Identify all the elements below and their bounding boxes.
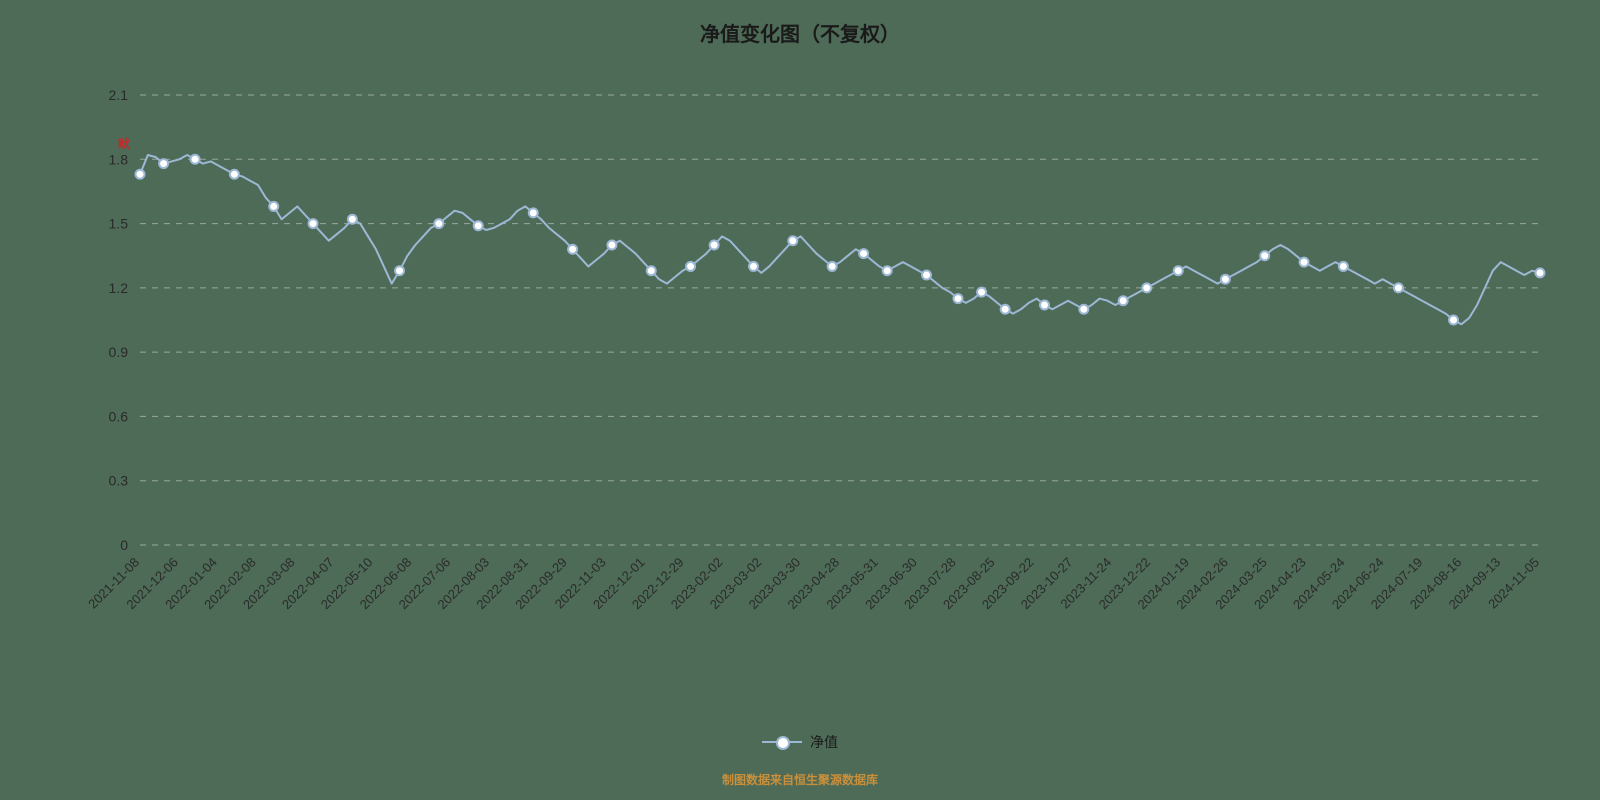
y-tick-label: 0.9 — [109, 344, 129, 360]
series-marker — [953, 294, 962, 303]
series-marker — [1221, 275, 1230, 284]
legend-line-icon — [762, 741, 802, 743]
series-line — [140, 155, 1540, 324]
series-marker — [1300, 258, 1309, 267]
series-marker — [474, 221, 483, 230]
legend-marker-icon — [776, 736, 790, 750]
series-marker — [230, 170, 239, 179]
chart-title: 净值变化图（不复权） — [0, 18, 1600, 47]
series-marker — [647, 266, 656, 275]
series-marker — [348, 215, 357, 224]
series-marker — [1040, 301, 1049, 310]
legend-label: 净值 — [810, 732, 838, 752]
y-tick-label: 2.1 — [109, 87, 129, 103]
footer-note: 制图数据来自恒生聚源数据库 — [0, 771, 1600, 788]
y-tick-label: 0.3 — [109, 473, 129, 489]
gridlines — [140, 95, 1540, 545]
x-axis-labels: 2021-11-082021-12-062022-01-042022-02-08… — [85, 555, 1542, 613]
series-marker — [1001, 305, 1010, 314]
y-tick-label: 1.2 — [109, 280, 129, 296]
series-marker — [883, 266, 892, 275]
series-marker — [1449, 316, 1458, 325]
series-marker — [922, 271, 931, 280]
series-marker — [568, 245, 577, 254]
y-tick-label: 0 — [120, 537, 128, 553]
line-series — [140, 155, 1540, 324]
legend: 净值 — [0, 730, 1600, 752]
series-marker — [607, 241, 616, 250]
series-marker — [1119, 296, 1128, 305]
y-tick-label: 0.6 — [109, 408, 129, 424]
line-markers — [136, 155, 1545, 325]
series-marker — [159, 159, 168, 168]
series-marker — [1079, 305, 1088, 314]
series-marker — [1536, 268, 1545, 277]
series-marker — [710, 241, 719, 250]
series-marker — [1142, 283, 1151, 292]
series-marker — [859, 249, 868, 258]
series-marker — [269, 202, 278, 211]
series-marker — [828, 262, 837, 271]
series-marker — [686, 262, 695, 271]
series-marker — [1260, 251, 1269, 260]
y-axis-labels: 0 0.3 0.6 0.9 1.2 1.5 1.8 2.1 — [109, 87, 129, 553]
series-marker — [136, 170, 145, 179]
series-marker — [788, 236, 797, 245]
series-marker — [1394, 283, 1403, 292]
series-marker — [977, 288, 986, 297]
series-marker — [309, 219, 318, 228]
series-marker — [1174, 266, 1183, 275]
red-marker: 畎 — [118, 135, 130, 152]
y-tick-label: 1.5 — [109, 216, 129, 232]
chart-plot-area: 00.30.60.91.21.51.82.1 2021-11-082021-12… — [140, 95, 1540, 545]
chart-svg: 00.30.60.91.21.51.82.1 2021-11-082021-12… — [140, 95, 1540, 655]
series-marker — [749, 262, 758, 271]
series-marker — [395, 266, 404, 275]
series-marker — [1339, 262, 1348, 271]
series-marker — [434, 219, 443, 228]
chart-container: 净值变化图（不复权） 畎 00.30.60.91.21.51.82.1 2021… — [0, 0, 1600, 800]
series-marker — [529, 208, 538, 217]
series-marker — [191, 155, 200, 164]
y-tick-label: 1.8 — [109, 151, 129, 167]
